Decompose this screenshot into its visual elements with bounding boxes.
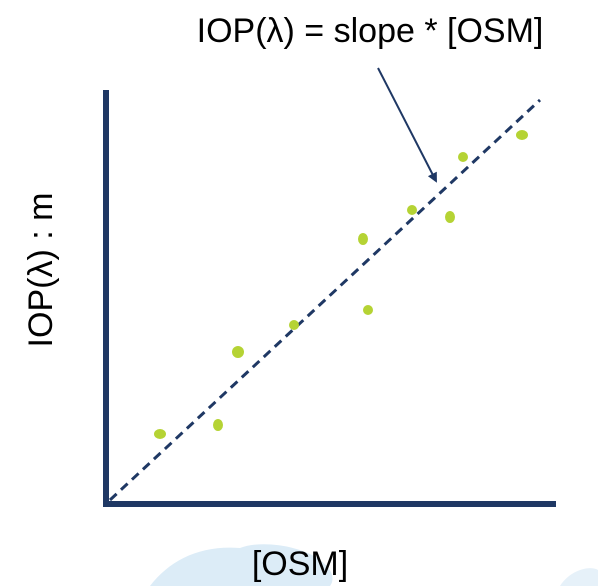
point xyxy=(213,419,223,431)
annotation: IOP(λ) = slope * [OSM] xyxy=(197,12,544,50)
annotation-arrow xyxy=(377,67,437,183)
point xyxy=(289,320,299,330)
point xyxy=(516,130,528,140)
point xyxy=(358,233,368,245)
fit-line xyxy=(108,98,542,502)
point xyxy=(154,429,166,439)
point xyxy=(445,211,455,223)
point xyxy=(232,346,244,358)
background-decoration xyxy=(560,568,598,586)
points xyxy=(154,130,528,439)
point xyxy=(458,152,468,162)
point xyxy=(407,205,417,215)
x-axis-label: [OSM] xyxy=(252,545,348,583)
background-decoration xyxy=(150,544,333,586)
y-axis-label: IOP(λ) : m xyxy=(22,193,60,348)
point xyxy=(363,305,373,315)
